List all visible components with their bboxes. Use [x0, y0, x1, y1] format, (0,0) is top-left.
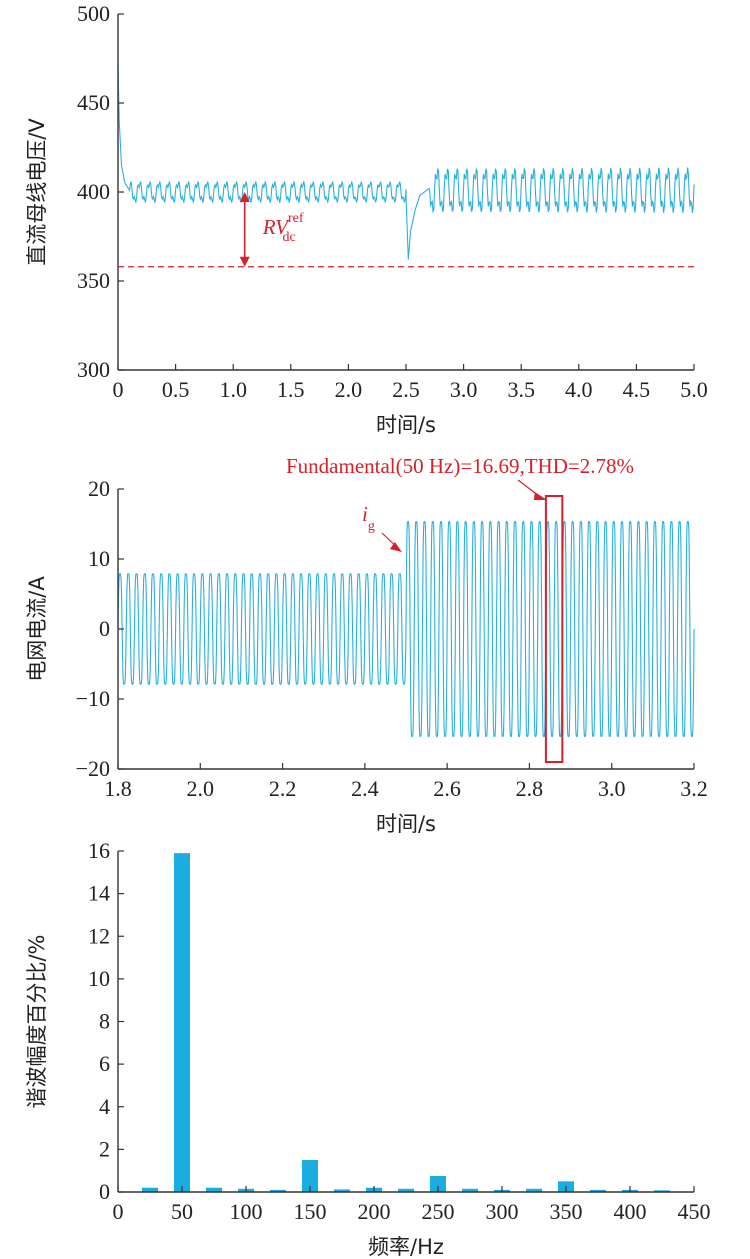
margin-label-main: RV	[262, 215, 290, 239]
x-tick-label: 300	[486, 1199, 519, 1224]
y-axis-title: 电网电流/A	[25, 576, 49, 682]
harmonic-bar	[270, 1189, 286, 1192]
current-label-sub: g	[368, 519, 375, 534]
margin-label-sub: dc	[283, 230, 296, 245]
harmonic-bar	[526, 1188, 542, 1192]
y-tick-label: 450	[77, 90, 110, 115]
x-tick-label: 350	[550, 1199, 583, 1224]
x-tick-label: 3.2	[680, 776, 708, 801]
y-axis-title: 直流母线电压/V	[25, 118, 49, 266]
x-tick-label: 400	[614, 1199, 647, 1224]
x-tick-label: 2.5	[392, 377, 420, 402]
fft-window-box	[544, 495, 564, 763]
y-tick-label: 10	[88, 966, 110, 991]
x-tick-label: 2.8	[516, 776, 544, 801]
current-trace	[117, 520, 695, 738]
fft-result-text: Fundamental(50 Hz)=16.69,THD=2.78%	[286, 454, 634, 478]
y-tick-label: 0	[99, 616, 110, 641]
harmonic-bar	[206, 1187, 222, 1192]
y-axis-title: 谐波幅度百分比/%	[25, 934, 49, 1108]
span-arrow-head-bottom	[239, 256, 250, 267]
x-tick-label: 150	[294, 1199, 327, 1224]
y-tick-label: 12	[88, 923, 110, 948]
y-tick-label: 6	[99, 1051, 110, 1076]
x-tick-label: 2.0	[335, 377, 363, 402]
x-tick-label: 1.0	[219, 377, 247, 402]
x-tick-label: 5.0	[680, 377, 708, 402]
x-tick-label: 2.2	[269, 776, 297, 801]
harmonic-bar	[654, 1190, 670, 1192]
x-axis-title: 频率/Hz	[368, 1235, 444, 1259]
x-tick-label: 0	[113, 1199, 124, 1224]
x-tick-label: 250	[422, 1199, 455, 1224]
x-tick-label: 0	[113, 377, 124, 402]
y-tick-label: −20	[76, 756, 110, 781]
dc-voltage-chart: RVref dc 0 0.5 1.0 1.5 2.0 2.5 3.0 3.5 4.0 4.5 5.0 30…	[25, 1, 708, 437]
harmonic-bar	[430, 1176, 446, 1192]
x-axis-title: 时间/s	[376, 812, 436, 836]
voltage-trace	[117, 63, 695, 260]
y-tick-label: 10	[88, 546, 110, 571]
current-label-arrow-head	[389, 542, 402, 552]
y-tick-label: 16	[88, 838, 110, 863]
harmonic-bar	[302, 1160, 318, 1192]
y-tick-label: 0	[99, 1179, 110, 1204]
harmonic-bar	[398, 1188, 414, 1192]
current-label-main: i	[362, 502, 368, 526]
x-axis-title: 时间/s	[376, 413, 436, 437]
span-arrow-head-top	[239, 192, 250, 202]
margin-label-sup: ref	[288, 211, 304, 226]
x-tick-label: 100	[230, 1199, 263, 1224]
fft-arrow-head	[533, 492, 547, 500]
harmonic-bar	[142, 1187, 158, 1192]
y-tick-label: 2	[99, 1136, 110, 1161]
x-tick-label: 2.6	[433, 776, 461, 801]
y-tick-label: 4	[99, 1094, 110, 1119]
y-tick-label: 20	[88, 476, 110, 501]
x-tick-label: 4.5	[623, 377, 651, 402]
margin-label: RVref dc	[262, 211, 304, 245]
x-tick-label: 2.0	[187, 776, 215, 801]
x-tick-label: 1.5	[277, 377, 305, 402]
y-tick-label: 350	[77, 268, 110, 293]
y-tick-label: 8	[99, 1009, 110, 1034]
x-tick-label: 3.0	[598, 776, 626, 801]
x-tick-label: 200	[358, 1199, 391, 1224]
harmonic-bar	[590, 1189, 606, 1192]
y-tick-label: 14	[88, 881, 110, 906]
x-tick-label: 4.0	[565, 377, 593, 402]
y-tick-label: 500	[77, 1, 110, 26]
x-tick-label: 1.8	[104, 776, 132, 801]
x-tick-label: 50	[171, 1199, 193, 1224]
x-tick-label: 450	[678, 1199, 711, 1224]
y-tick-label: 400	[77, 179, 110, 204]
harmonic-bar	[462, 1188, 478, 1192]
y-tick-label: −10	[76, 686, 110, 711]
harmonic-bar	[174, 853, 190, 1192]
current-label: ig	[362, 502, 375, 534]
x-tick-label: 2.4	[351, 776, 379, 801]
harmonic-spectrum-chart: 0 50 100 150 200 250 300 350 400 450 0 2 4 6 8 10 12 14 16…	[25, 838, 711, 1259]
x-tick-label: 0.5	[162, 377, 190, 402]
harmonic-bar	[334, 1189, 350, 1192]
y-tick-label: 300	[77, 357, 110, 382]
grid-current-chart: Fundamental(50 Hz)=16.69,THD=2.78% ig 1.8 2…	[25, 454, 708, 836]
x-tick-label: 3.0	[450, 377, 478, 402]
x-tick-label: 3.5	[507, 377, 535, 402]
